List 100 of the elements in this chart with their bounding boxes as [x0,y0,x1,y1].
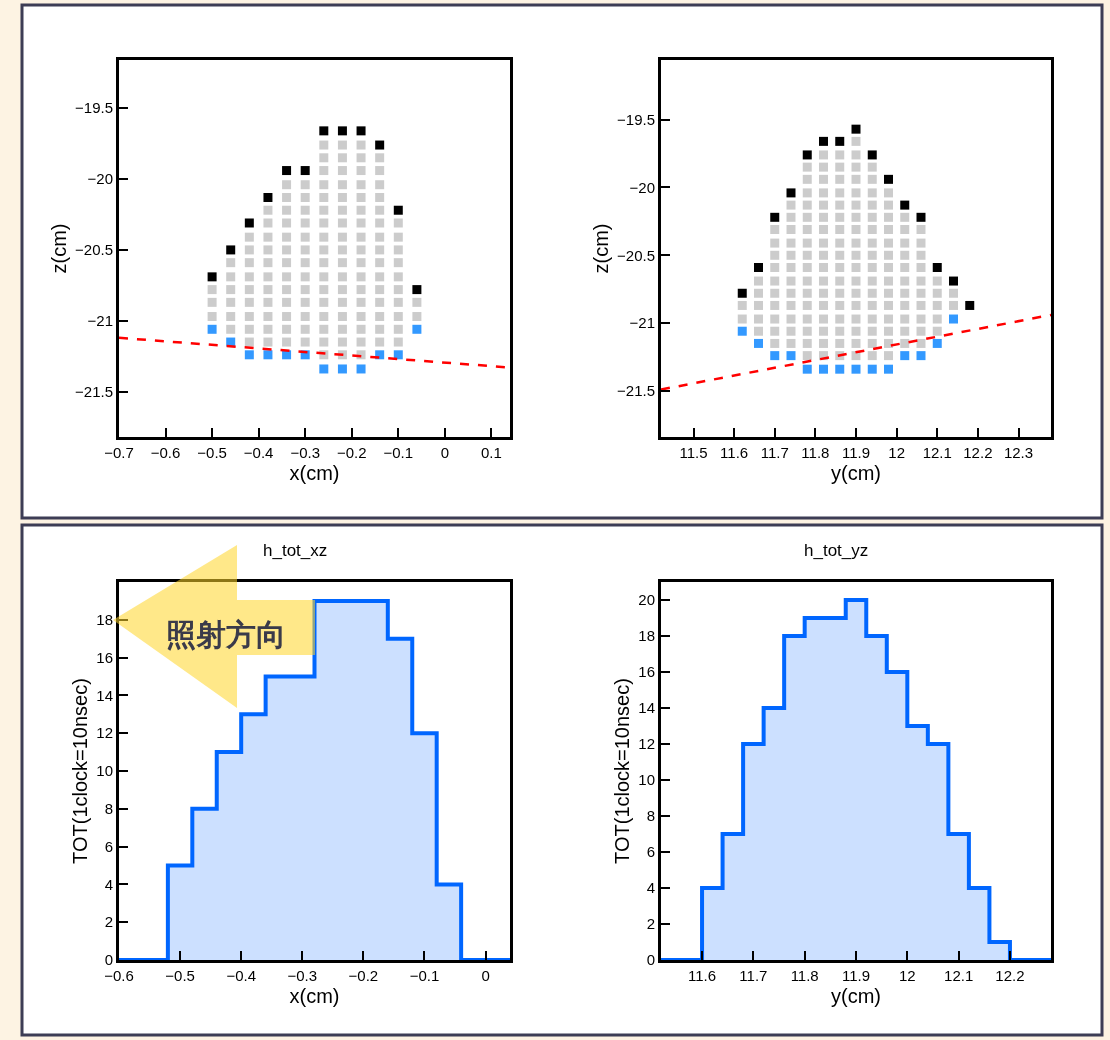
point [835,364,845,374]
y-tick-label: −21 [87,312,113,330]
x-tick-label: 12.2 [995,967,1025,984]
y-tick-label: 14 [96,686,113,704]
x-tick-label: 11.6 [720,444,749,461]
x-tick-label: −0.2 [348,967,379,984]
point [244,218,254,228]
x-tick-label: 12.3 [1003,444,1034,461]
y-axis-title: TOT(1clock=10nsec) [610,678,633,864]
y-tick-label: −20 [87,170,113,188]
x-tick-label: 0 [481,967,490,984]
point [226,245,236,255]
x-tick-label: 11.8 [801,444,830,461]
x-tick-label: 12.1 [944,967,974,984]
point [916,212,926,222]
point [263,350,273,360]
y-axis-title: TOT(1clock=10nsec) [68,678,91,864]
point [900,351,910,361]
point [835,136,845,146]
y-tick-label: 6 [104,837,113,855]
point [932,262,942,272]
point [319,364,329,374]
point [207,324,217,334]
point [754,338,763,348]
y-tick-label: −21.5 [75,382,113,400]
y-tick-label: −20.5 [75,241,113,259]
point [356,126,366,136]
y-tick-label: −19.5 [75,99,113,117]
chart-title: h_tot_xz [263,541,328,560]
x-tick-label: −0.6 [104,967,134,984]
x-axis-title: x(cm) [289,461,340,484]
point [754,262,763,272]
x-axis-title: y(cm) [831,984,881,1007]
y-axis-title: z(cm) [589,223,612,274]
x-tick-label: 12.2 [963,444,993,461]
y-axis-title: z(cm) [47,223,70,274]
point [737,326,747,336]
x-tick-label: 12 [888,444,905,461]
point [867,150,877,160]
x-tick-label: −0.1 [383,444,414,461]
point [884,174,893,184]
y-tick-label: −21 [629,314,655,332]
point [932,338,942,348]
point [851,364,861,374]
y-tick-label: 20 [638,591,655,609]
y-tick-label: 8 [646,807,655,825]
x-tick-label: 0.1 [480,444,502,461]
x-tick-label: 11.7 [739,967,768,984]
y-tick-label: −19.5 [617,110,655,128]
x-tick-label: −0.7 [104,444,134,461]
point [337,364,347,374]
y-tick-label: 10 [638,771,655,789]
x-tick-label: −0.2 [336,444,367,461]
x-axis-title: y(cm) [831,461,881,484]
x-tick-label: 12.1 [922,444,952,461]
point [867,364,877,374]
y-tick-label: 12 [96,724,113,742]
y-tick-label: 2 [104,913,113,931]
point [282,166,292,176]
y-tick-label: 8 [104,800,113,818]
x-tick-label: −0.3 [287,967,318,984]
point [770,351,780,361]
point [802,150,812,160]
point [737,288,747,298]
point [884,364,893,374]
point [393,350,403,360]
point [965,300,975,310]
annotation: 照射方向 [166,617,286,652]
x-tick-label: 11.7 [760,444,789,461]
point [949,314,958,324]
y-tick-label: 16 [96,648,113,666]
y-tick-label: 10 [96,762,113,780]
point [375,140,385,150]
point [770,212,780,222]
y-tick-label: 4 [646,879,655,897]
point [786,351,796,361]
x-tick-label: −0.5 [165,967,195,984]
y-tick-label: −20 [629,178,655,196]
x-tick-label: 12 [898,967,916,984]
y-tick-label: 18 [96,611,113,629]
y-tick-label: 0 [104,951,113,969]
point [356,364,366,374]
point [819,364,828,374]
y-tick-label: 2 [646,915,655,933]
point [244,350,254,360]
point [802,364,812,374]
point [900,200,910,210]
x-tick-label: −0.4 [226,967,256,984]
point [412,324,422,334]
x-tick-label: 11.8 [790,967,819,984]
x-tick-label: −0.5 [197,444,227,461]
point [819,136,828,146]
chart-title: h_tot_yz [804,541,869,560]
x-tick-label: 0 [440,444,449,461]
y-tick-label: 6 [646,843,655,861]
point [949,276,958,286]
point [207,272,217,282]
y-tick-label: 14 [638,699,655,717]
x-tick-label: −0.6 [150,444,181,461]
x-tick-label: −0.1 [409,967,440,984]
